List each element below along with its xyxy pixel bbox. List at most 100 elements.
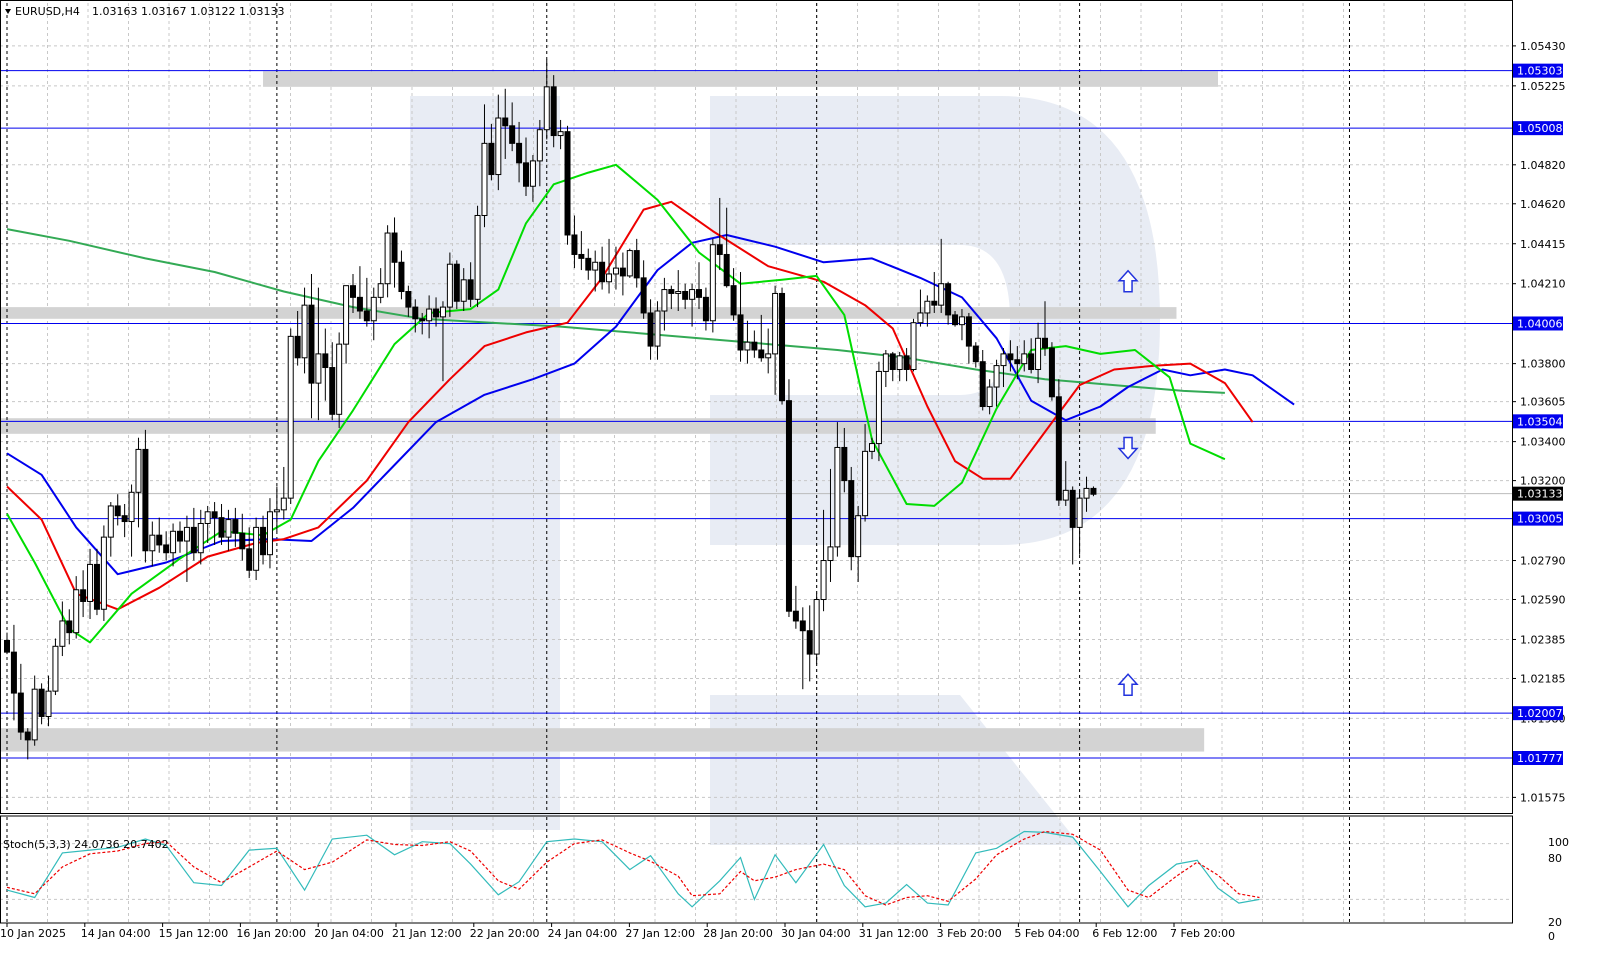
candle-111: [772, 285, 779, 395]
candle-body: [343, 285, 350, 345]
candle-body: [1007, 353, 1014, 361]
candle-body: [578, 253, 585, 259]
candle-body: [156, 534, 163, 546]
candle-37: [260, 515, 267, 565]
candle-body: [938, 283, 945, 306]
zone-3: [0, 728, 1205, 752]
price-tick-label: 1.03400: [1520, 436, 1566, 449]
candle-body: [121, 515, 128, 523]
candle-149: [1035, 322, 1042, 384]
candle-84: [585, 248, 592, 280]
level-price-text: 1.03005: [1517, 513, 1563, 526]
level-price-text: 1.05008: [1517, 122, 1563, 135]
candle-145: [1007, 340, 1014, 372]
candle-104: [723, 207, 730, 288]
candle-70: [488, 123, 495, 181]
candle-89: [619, 252, 626, 296]
candle-body: [889, 353, 896, 370]
candle-67: [467, 262, 474, 308]
stoch-signal-line: [6, 830, 1260, 906]
candle-58: [405, 285, 412, 317]
candle-119: [827, 468, 834, 582]
candle-86: [599, 246, 606, 290]
candle-110: [765, 328, 772, 374]
candle-body: [633, 250, 640, 279]
candle-body: [758, 349, 765, 359]
candle-body: [972, 345, 979, 363]
candle-4: [31, 675, 38, 746]
candle-1: [10, 624, 17, 721]
candle-body: [792, 610, 799, 622]
candle-52: [363, 277, 370, 327]
support-resistance-zones: [0, 71, 1218, 752]
arrow-up-icon: [1117, 269, 1139, 293]
main-panel-frame: [0, 0, 1513, 814]
current-price-text: 1.03133: [1517, 488, 1563, 501]
stochastic-lines: [6, 830, 1260, 908]
zone-0: [263, 71, 1218, 87]
level-price-tag: [1513, 511, 1563, 526]
candle-body: [564, 131, 571, 236]
price-tick-label: 1.04620: [1520, 198, 1566, 211]
candle-body: [931, 300, 938, 306]
candle-64: [446, 252, 453, 317]
candle-body: [66, 620, 73, 634]
candle-88: [612, 246, 619, 290]
time-tick-label: 6 Feb 12:00: [1092, 927, 1157, 940]
price-tick-label: 1.03605: [1520, 396, 1566, 409]
candle-72: [502, 88, 509, 159]
time-axis: 10 Jan 2025 14 Jan 04:00 15 Jan 12:00 16 Ja…: [0, 923, 1235, 940]
candle-133: [924, 295, 931, 327]
candle-body: [377, 283, 384, 298]
candle-body: [557, 131, 564, 137]
candle-130: [903, 348, 910, 382]
candle-91: [633, 238, 640, 288]
candle-43: [301, 287, 308, 374]
candle-65: [453, 260, 460, 310]
candle-body: [197, 522, 204, 554]
candle-body: [702, 296, 709, 322]
stoch-level-100: 100: [1548, 836, 1569, 849]
candle-body: [114, 505, 121, 517]
dropdown-triangle-icon[interactable]: [5, 9, 11, 14]
symbol-label: EURUSD,H4: [15, 5, 80, 18]
candle-body: [273, 509, 280, 513]
candle-6: [45, 675, 52, 727]
candle-60: [419, 312, 426, 335]
candle-101: [702, 287, 709, 331]
candle-body: [834, 446, 841, 548]
candle-19: [135, 437, 142, 528]
candle-body: [239, 532, 246, 550]
candle-body: [640, 277, 647, 314]
candle-body: [647, 312, 654, 347]
candle-body: [163, 544, 170, 554]
candle-69: [481, 104, 488, 228]
candle-body: [1062, 489, 1069, 501]
price-tick-label: 1.01575: [1520, 791, 1566, 804]
candle-16: [114, 494, 121, 526]
candle-body: [910, 322, 917, 370]
candle-body: [571, 234, 578, 255]
candle-body: [1076, 497, 1083, 528]
candle-body: [709, 244, 716, 322]
candle-112: [779, 287, 786, 405]
candle-28: [197, 509, 204, 565]
candle-27: [190, 507, 197, 561]
candle-99: [689, 283, 696, 327]
stoch-level-20: 20: [1548, 916, 1562, 929]
candle-body: [855, 515, 862, 558]
candle-body: [80, 589, 87, 602]
candle-98: [682, 283, 689, 310]
candle-128: [889, 351, 896, 382]
candle-80: [557, 119, 564, 150]
candle-13: [93, 548, 100, 616]
current-price-tag: [1513, 486, 1563, 501]
price-tick-label: 1.03800: [1520, 358, 1566, 371]
time-tick-label: 24 Jan 04:00: [548, 927, 618, 940]
candle-body: [52, 645, 59, 692]
candle-body: [405, 291, 412, 308]
candle-3: [24, 728, 31, 760]
candle-71: [495, 94, 502, 191]
candle-155: [1076, 490, 1083, 555]
